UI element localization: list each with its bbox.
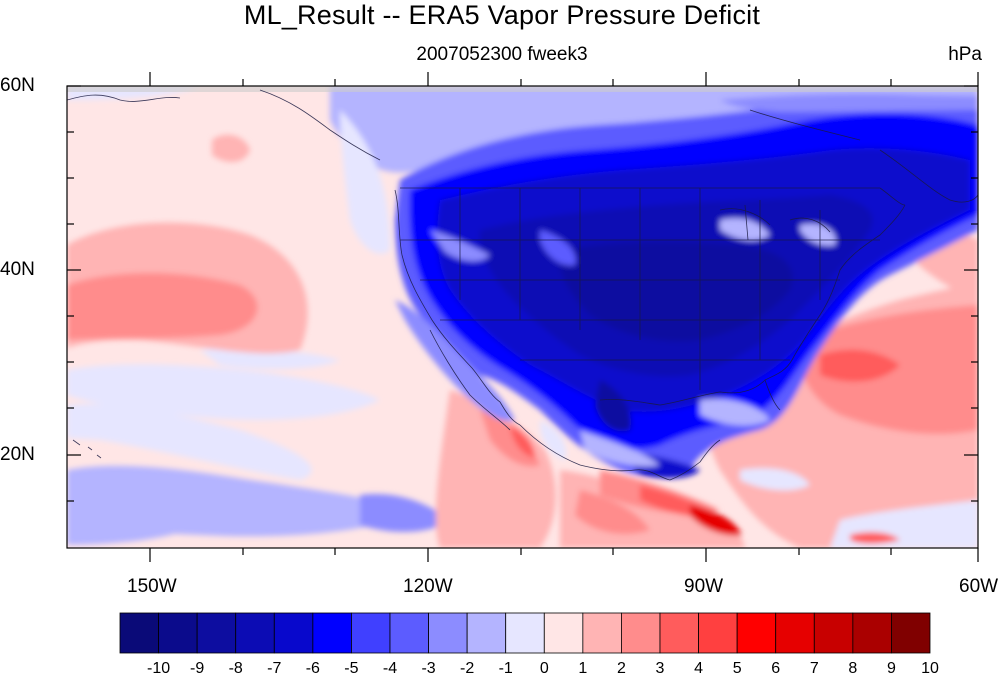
- lon-label-120w: 120W: [403, 576, 453, 597]
- plot-subtitle: 2007052300 fweek3: [416, 44, 588, 65]
- plot-title: ML_Result -- ERA5 Vapor Pressure Deficit: [243, 0, 761, 30]
- colorbar-swatch: [389, 612, 429, 654]
- colorbar-tick-label: 4: [694, 660, 704, 677]
- colorbar-tick-label: 7: [809, 660, 819, 677]
- colorbar-swatch: [273, 612, 314, 654]
- colorbar-tick-label: -5: [344, 660, 359, 677]
- colorbar-tick-label: -10: [147, 660, 171, 677]
- colorbar-tick-label: -3: [421, 660, 436, 677]
- colorbar-swatch: [428, 612, 468, 654]
- lon-label-60w: 60W: [959, 576, 999, 597]
- colorbar-tick-label: -4: [382, 660, 398, 677]
- colorbar-swatch: [891, 612, 931, 654]
- colorbar-swatch: [852, 612, 892, 654]
- colorbar-swatch: [659, 612, 699, 654]
- colorbar-swatch: [621, 612, 661, 654]
- colorbar-swatch: [736, 612, 777, 654]
- colorbar-swatch: [582, 612, 622, 654]
- colorbar-swatch: [158, 612, 198, 654]
- colorbar-tick-label: 2: [616, 660, 626, 677]
- colorbar-tick-label: 9: [886, 660, 896, 677]
- colorbar: [119, 612, 931, 654]
- lon-label-90w: 90W: [684, 576, 724, 597]
- lat-label-20n: 20N: [0, 444, 35, 465]
- colorbar-tick-label: 5: [732, 660, 742, 677]
- colorbar-tick-label: 1: [578, 660, 588, 677]
- colorbar-tick-label: 8: [848, 660, 858, 677]
- colorbar-swatch: [466, 612, 507, 654]
- units-label: hPa: [948, 44, 982, 65]
- colorbar-swatch: [543, 612, 584, 654]
- colorbar-tick-label: 0: [539, 660, 549, 677]
- colorbar-swatch: [235, 612, 275, 654]
- colorbar-tick-label: -9: [190, 660, 205, 677]
- colorbar-swatch: [505, 612, 545, 654]
- lat-label-40n: 40N: [0, 259, 35, 280]
- colorbar-tick-label: -6: [305, 660, 320, 677]
- colorbar-tick-label: -2: [460, 660, 475, 677]
- colorbar-swatch: [196, 612, 237, 654]
- colorbar-tick-label: 3: [655, 660, 665, 677]
- colorbar-tick-label: 10: [921, 660, 939, 677]
- lat-label-60n: 60N: [0, 75, 35, 96]
- colorbar-swatch: [312, 612, 352, 654]
- colorbar-swatch: [813, 612, 854, 654]
- colorbar-tick-label: -7: [267, 660, 282, 677]
- colorbar-tick-label: -8: [228, 660, 243, 677]
- lon-label-150w: 150W: [127, 576, 177, 597]
- colorbar-swatch: [698, 612, 738, 654]
- colorbar-tick-label: -1: [498, 660, 513, 677]
- vpd-field: [67, 86, 978, 548]
- colorbar-swatch: [775, 612, 815, 654]
- colorbar-swatch: [119, 612, 159, 654]
- colorbar-swatch: [351, 612, 391, 654]
- colorbar-tick-label: 6: [771, 660, 781, 677]
